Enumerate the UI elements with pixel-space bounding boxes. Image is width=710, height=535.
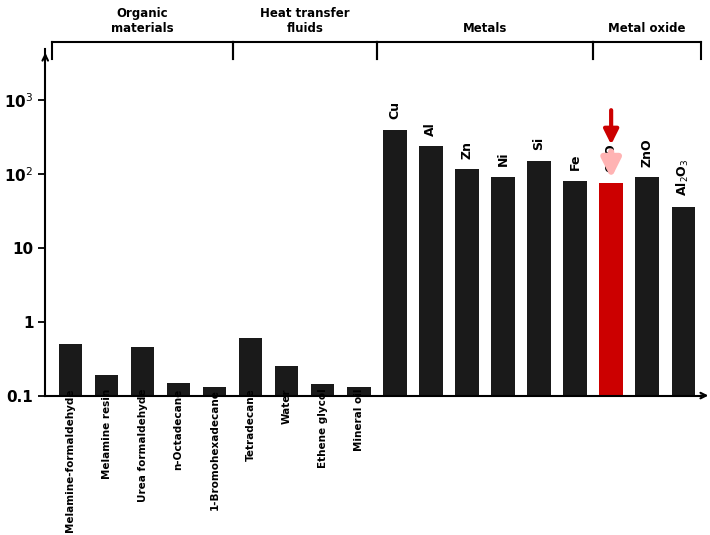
- Bar: [455, 169, 479, 535]
- Bar: [419, 147, 442, 535]
- Bar: [672, 207, 695, 535]
- Bar: [95, 375, 119, 535]
- Text: Urea formaldehyde: Urea formaldehyde: [138, 388, 148, 502]
- Text: Metals: Metals: [463, 22, 507, 35]
- Text: Melamine-formaldehyde: Melamine-formaldehyde: [65, 388, 75, 532]
- Text: Mineral oil: Mineral oil: [354, 388, 364, 451]
- Text: Heat transfer
fluids: Heat transfer fluids: [260, 7, 349, 35]
- Bar: [491, 177, 515, 535]
- Text: Ethene glycol: Ethene glycol: [318, 388, 328, 468]
- Text: Organic
materials: Organic materials: [111, 7, 174, 35]
- Bar: [59, 344, 82, 535]
- Bar: [347, 387, 371, 535]
- Text: Si: Si: [532, 137, 545, 150]
- Text: n-Octadecane: n-Octadecane: [174, 388, 184, 470]
- Bar: [383, 129, 407, 535]
- Text: Zn: Zn: [461, 141, 474, 158]
- Bar: [311, 384, 334, 535]
- Text: Melamine resin: Melamine resin: [102, 388, 111, 479]
- Text: Al: Al: [425, 122, 437, 136]
- Text: Cu: Cu: [388, 101, 401, 119]
- Text: Ni: Ni: [496, 152, 510, 166]
- Text: 1-Bromohexadecane: 1-Bromohexadecane: [209, 388, 219, 509]
- Bar: [528, 161, 551, 535]
- Bar: [203, 387, 226, 535]
- Text: ZnO: ZnO: [640, 138, 654, 167]
- Text: Metal oxide: Metal oxide: [608, 22, 686, 35]
- Text: CuO: CuO: [605, 143, 618, 172]
- Bar: [239, 338, 263, 535]
- Bar: [131, 347, 154, 535]
- Bar: [635, 178, 659, 535]
- Bar: [275, 366, 298, 535]
- Bar: [167, 383, 190, 535]
- Text: Al$_2$O$_3$: Al$_2$O$_3$: [675, 158, 692, 196]
- Text: Fe: Fe: [569, 154, 581, 171]
- Bar: [599, 183, 623, 535]
- Text: Tetradecane: Tetradecane: [246, 388, 256, 461]
- Text: Water: Water: [282, 388, 292, 424]
- Bar: [563, 181, 586, 535]
